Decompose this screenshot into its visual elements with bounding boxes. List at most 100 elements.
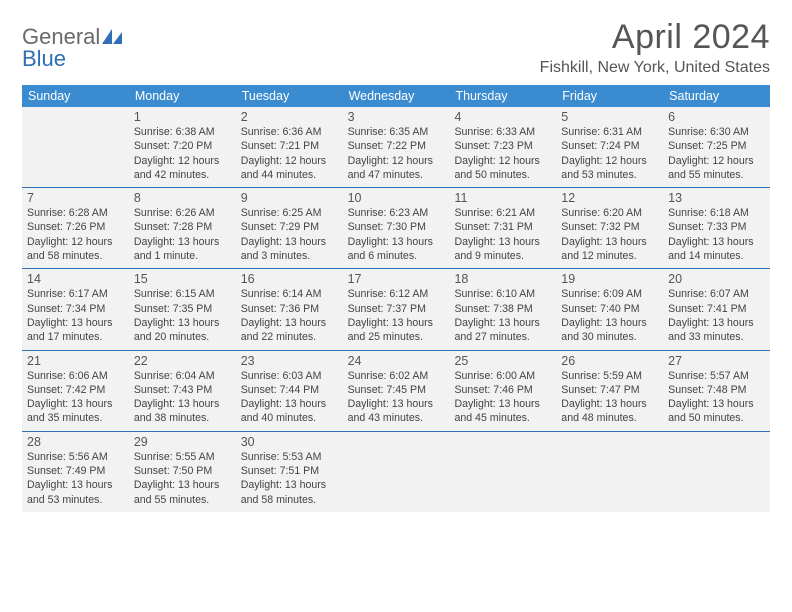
sunrise-line: Sunrise: 6:03 AM xyxy=(241,369,338,383)
calendar-cell: 16Sunrise: 6:14 AMSunset: 7:36 PMDayligh… xyxy=(236,269,343,349)
sunrise-line: Sunrise: 5:59 AM xyxy=(561,369,658,383)
sunset-line: Sunset: 7:50 PM xyxy=(134,464,231,478)
sunset-line: Sunset: 7:46 PM xyxy=(454,383,551,397)
weekday-header: Wednesday xyxy=(343,85,450,107)
calendar-cell xyxy=(556,432,663,512)
sunrise-line: Sunrise: 6:26 AM xyxy=(134,206,231,220)
daylight-line: Daylight: 13 hours and 12 minutes. xyxy=(561,235,658,264)
location-text: Fishkill, New York, United States xyxy=(540,59,770,77)
day-number: 15 xyxy=(134,272,231,286)
calendar-cell: 1Sunrise: 6:38 AMSunset: 7:20 PMDaylight… xyxy=(129,107,236,187)
daylight-line: Daylight: 13 hours and 9 minutes. xyxy=(454,235,551,264)
sunset-line: Sunset: 7:20 PM xyxy=(134,139,231,153)
day-number: 12 xyxy=(561,191,658,205)
daylight-line: Daylight: 13 hours and 45 minutes. xyxy=(454,397,551,426)
day-number: 13 xyxy=(668,191,765,205)
day-number: 25 xyxy=(454,354,551,368)
daylight-line: Daylight: 13 hours and 50 minutes. xyxy=(668,397,765,426)
calendar-cell xyxy=(343,432,450,512)
day-number: 19 xyxy=(561,272,658,286)
sunset-line: Sunset: 7:45 PM xyxy=(348,383,445,397)
daylight-line: Daylight: 13 hours and 33 minutes. xyxy=(668,316,765,345)
daylight-line: Daylight: 12 hours and 42 minutes. xyxy=(134,154,231,183)
day-number: 4 xyxy=(454,110,551,124)
calendar-cell: 10Sunrise: 6:23 AMSunset: 7:30 PMDayligh… xyxy=(343,188,450,268)
month-title: April 2024 xyxy=(540,18,770,57)
sunset-line: Sunset: 7:51 PM xyxy=(241,464,338,478)
daylight-line: Daylight: 12 hours and 53 minutes. xyxy=(561,154,658,183)
calendar-cell: 14Sunrise: 6:17 AMSunset: 7:34 PMDayligh… xyxy=(22,269,129,349)
daylight-line: Daylight: 12 hours and 44 minutes. xyxy=(241,154,338,183)
calendar-cell: 23Sunrise: 6:03 AMSunset: 7:44 PMDayligh… xyxy=(236,351,343,431)
sunrise-line: Sunrise: 6:30 AM xyxy=(668,125,765,139)
logo: General Blue xyxy=(22,18,124,71)
day-number: 26 xyxy=(561,354,658,368)
sunset-line: Sunset: 7:42 PM xyxy=(27,383,124,397)
sunrise-line: Sunrise: 5:57 AM xyxy=(668,369,765,383)
sunset-line: Sunset: 7:48 PM xyxy=(668,383,765,397)
calendar-cell: 22Sunrise: 6:04 AMSunset: 7:43 PMDayligh… xyxy=(129,351,236,431)
calendar-cell: 3Sunrise: 6:35 AMSunset: 7:22 PMDaylight… xyxy=(343,107,450,187)
weekday-header: Saturday xyxy=(663,85,770,107)
calendar: SundayMondayTuesdayWednesdayThursdayFrid… xyxy=(22,85,770,512)
weekday-header: Friday xyxy=(556,85,663,107)
daylight-line: Daylight: 13 hours and 35 minutes. xyxy=(27,397,124,426)
sunset-line: Sunset: 7:31 PM xyxy=(454,220,551,234)
sunset-line: Sunset: 7:33 PM xyxy=(668,220,765,234)
sunrise-line: Sunrise: 6:07 AM xyxy=(668,287,765,301)
calendar-cell: 6Sunrise: 6:30 AMSunset: 7:25 PMDaylight… xyxy=(663,107,770,187)
calendar-cell: 25Sunrise: 6:00 AMSunset: 7:46 PMDayligh… xyxy=(449,351,556,431)
calendar-cell xyxy=(22,107,129,187)
sunset-line: Sunset: 7:44 PM xyxy=(241,383,338,397)
sunset-line: Sunset: 7:47 PM xyxy=(561,383,658,397)
sunrise-line: Sunrise: 6:23 AM xyxy=(348,206,445,220)
sunset-line: Sunset: 7:43 PM xyxy=(134,383,231,397)
sunset-line: Sunset: 7:30 PM xyxy=(348,220,445,234)
sunrise-line: Sunrise: 6:20 AM xyxy=(561,206,658,220)
sunrise-line: Sunrise: 5:56 AM xyxy=(27,450,124,464)
day-number: 7 xyxy=(27,191,124,205)
page: General Blue April 2024 Fishkill, New Yo… xyxy=(0,0,792,512)
sunrise-line: Sunrise: 6:06 AM xyxy=(27,369,124,383)
header: General Blue April 2024 Fishkill, New Yo… xyxy=(22,18,770,83)
daylight-line: Daylight: 13 hours and 22 minutes. xyxy=(241,316,338,345)
sunrise-line: Sunrise: 6:09 AM xyxy=(561,287,658,301)
calendar-cell: 12Sunrise: 6:20 AMSunset: 7:32 PMDayligh… xyxy=(556,188,663,268)
sunset-line: Sunset: 7:37 PM xyxy=(348,302,445,316)
calendar-cell: 8Sunrise: 6:26 AMSunset: 7:28 PMDaylight… xyxy=(129,188,236,268)
sunset-line: Sunset: 7:24 PM xyxy=(561,139,658,153)
calendar-cell: 11Sunrise: 6:21 AMSunset: 7:31 PMDayligh… xyxy=(449,188,556,268)
day-number: 1 xyxy=(134,110,231,124)
day-number: 10 xyxy=(348,191,445,205)
daylight-line: Daylight: 13 hours and 55 minutes. xyxy=(134,478,231,507)
day-number: 17 xyxy=(348,272,445,286)
sunrise-line: Sunrise: 6:31 AM xyxy=(561,125,658,139)
sunset-line: Sunset: 7:32 PM xyxy=(561,220,658,234)
calendar-cell: 30Sunrise: 5:53 AMSunset: 7:51 PMDayligh… xyxy=(236,432,343,512)
calendar-cell: 9Sunrise: 6:25 AMSunset: 7:29 PMDaylight… xyxy=(236,188,343,268)
sunrise-line: Sunrise: 6:17 AM xyxy=(27,287,124,301)
title-block: April 2024 Fishkill, New York, United St… xyxy=(540,18,770,83)
calendar-cell: 13Sunrise: 6:18 AMSunset: 7:33 PMDayligh… xyxy=(663,188,770,268)
sunrise-line: Sunrise: 6:25 AM xyxy=(241,206,338,220)
daylight-line: Daylight: 13 hours and 43 minutes. xyxy=(348,397,445,426)
sunrise-line: Sunrise: 6:21 AM xyxy=(454,206,551,220)
calendar-cell: 20Sunrise: 6:07 AMSunset: 7:41 PMDayligh… xyxy=(663,269,770,349)
sunrise-line: Sunrise: 6:38 AM xyxy=(134,125,231,139)
day-number: 24 xyxy=(348,354,445,368)
day-number: 27 xyxy=(668,354,765,368)
sunset-line: Sunset: 7:35 PM xyxy=(134,302,231,316)
day-number: 2 xyxy=(241,110,338,124)
weekday-header: Tuesday xyxy=(236,85,343,107)
sunset-line: Sunset: 7:25 PM xyxy=(668,139,765,153)
calendar-cell: 26Sunrise: 5:59 AMSunset: 7:47 PMDayligh… xyxy=(556,351,663,431)
calendar-cell: 21Sunrise: 6:06 AMSunset: 7:42 PMDayligh… xyxy=(22,351,129,431)
sunrise-line: Sunrise: 6:18 AM xyxy=(668,206,765,220)
daylight-line: Daylight: 13 hours and 38 minutes. xyxy=(134,397,231,426)
sunset-line: Sunset: 7:26 PM xyxy=(27,220,124,234)
daylight-line: Daylight: 13 hours and 3 minutes. xyxy=(241,235,338,264)
sunrise-line: Sunrise: 6:28 AM xyxy=(27,206,124,220)
daylight-line: Daylight: 13 hours and 40 minutes. xyxy=(241,397,338,426)
calendar-body: 1Sunrise: 6:38 AMSunset: 7:20 PMDaylight… xyxy=(22,107,770,512)
logo-word-general: General xyxy=(22,26,100,48)
